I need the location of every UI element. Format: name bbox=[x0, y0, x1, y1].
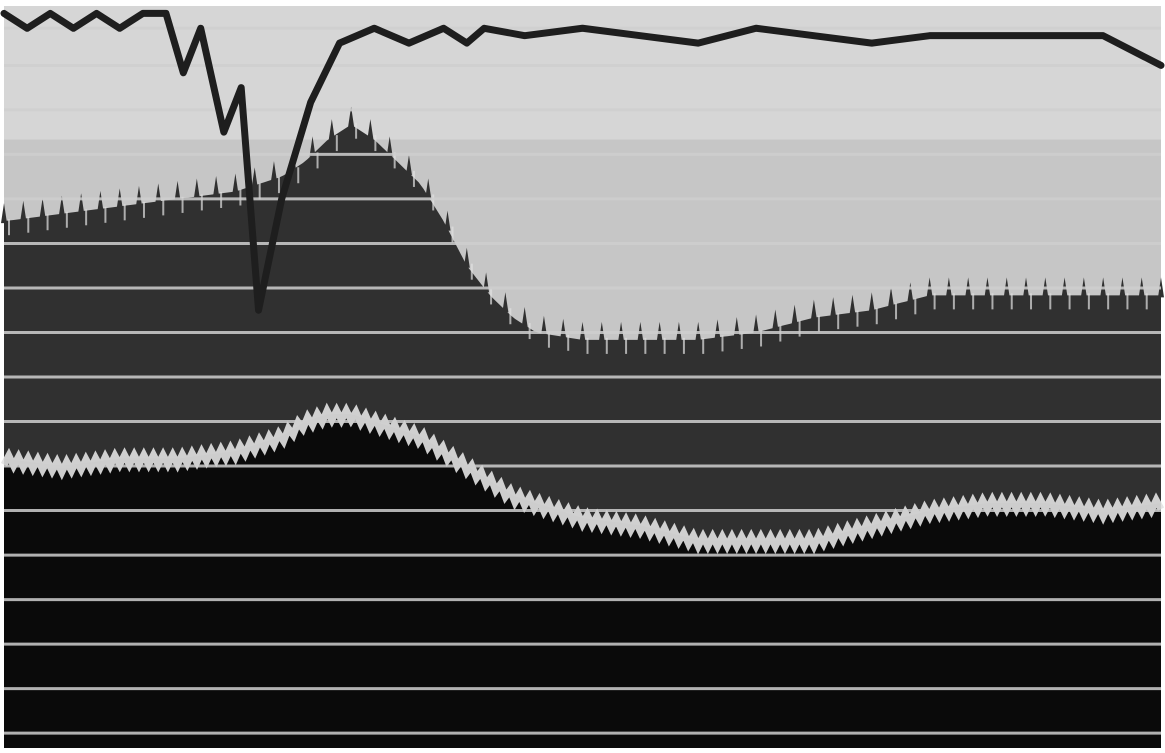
upper-boundary-spike bbox=[849, 294, 856, 315]
upper-boundary-spike bbox=[193, 178, 200, 199]
upper-boundary-spike bbox=[907, 282, 914, 303]
upper-boundary-spike bbox=[868, 292, 875, 313]
upper-boundary-spike bbox=[791, 304, 798, 325]
upper-boundary-spike bbox=[1, 203, 7, 224]
upper-boundary-spike bbox=[97, 190, 104, 211]
upper-boundary-spike bbox=[251, 167, 258, 188]
upper-boundary-spike bbox=[386, 136, 393, 157]
upper-boundary-spike bbox=[540, 315, 547, 336]
upper-boundary-spike bbox=[20, 200, 27, 221]
upper-boundary-spike bbox=[174, 180, 181, 201]
upper-boundary-spike bbox=[39, 198, 46, 219]
upper-boundary-spike bbox=[463, 247, 470, 268]
upper-boundary-spike bbox=[58, 195, 65, 216]
upper-boundary-spike bbox=[367, 119, 374, 140]
trace-line bbox=[0, 9, 1165, 314]
upper-boundary-spike bbox=[348, 106, 355, 127]
upper-boundary-spike bbox=[772, 309, 779, 330]
upper-boundary-spike bbox=[425, 178, 432, 199]
upper-boundary-spike bbox=[521, 307, 528, 328]
upper-boundary-spike bbox=[810, 299, 817, 320]
upper-boundary-spike bbox=[753, 314, 760, 335]
upper-boundary-spike bbox=[78, 193, 85, 214]
upper-boundary-spike bbox=[213, 175, 220, 196]
upper-boundary-spike bbox=[232, 173, 239, 194]
upper-boundary-spike bbox=[830, 297, 837, 318]
upper-boundary-spike bbox=[328, 119, 335, 140]
upper-boundary-spike bbox=[888, 287, 895, 308]
upper-boundary-spike bbox=[135, 185, 142, 206]
upper-boundary-spike bbox=[502, 292, 509, 313]
lower-band-area bbox=[4, 414, 1161, 748]
upper-boundary-spike bbox=[405, 154, 412, 175]
upper-boundary-spike bbox=[714, 319, 721, 340]
upper-boundary-spike bbox=[309, 136, 316, 157]
upper-boundary-spike bbox=[444, 210, 451, 231]
upper-boundary-spike bbox=[270, 161, 277, 182]
